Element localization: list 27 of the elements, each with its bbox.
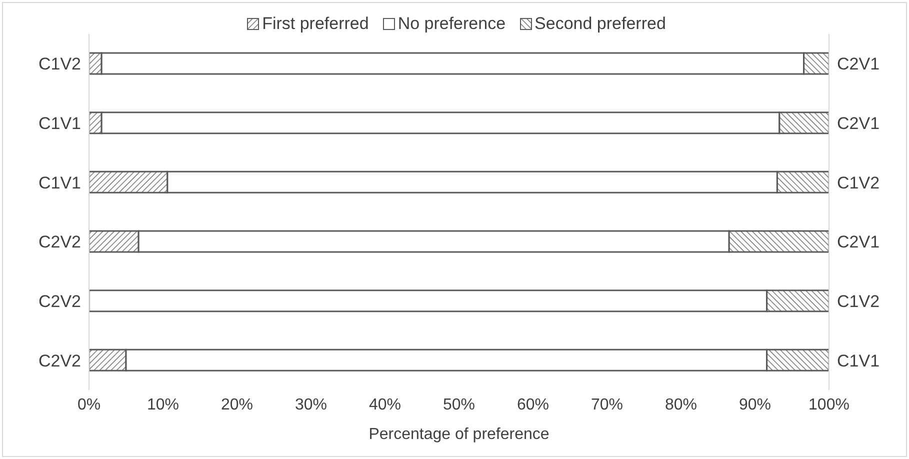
legend-label: Second preferred: [534, 14, 666, 34]
legend-label: No preference: [396, 14, 506, 34]
x-tick-label: 20%: [220, 396, 254, 414]
y-tick-label: C2V2: [38, 292, 81, 312]
y2-tick-label: C1V1: [837, 351, 880, 370]
x-tick-label: 10%: [146, 396, 180, 414]
x-axis-title: Percentage of preference: [368, 426, 550, 443]
y-tick-label: C2V2: [38, 351, 81, 370]
y-tick-label: C1V1: [38, 173, 81, 192]
y2-tick-label: C2V1: [837, 114, 880, 134]
x-tick-label: 100%: [808, 396, 850, 414]
x-tick-label: 90%: [738, 396, 772, 414]
y-tick-label: C1V2: [38, 54, 81, 74]
y2-tick-label: C2V1: [837, 54, 880, 74]
x-tick-label: 70%: [590, 396, 624, 414]
x-tick-label: 60%: [516, 396, 550, 414]
y2-tick-label: C2V1: [837, 232, 880, 252]
x-tick-label: 80%: [664, 396, 698, 414]
x-tick-label: 50%: [442, 396, 476, 414]
y2-tick-label: C1V2: [837, 173, 880, 192]
x-tick-label: 0%: [77, 396, 101, 414]
y2-tick-label: C1V2: [837, 292, 880, 312]
x-tick-label: 40%: [368, 396, 402, 414]
x-tick-label: 30%: [294, 396, 328, 414]
y-tick-label: C2V2: [38, 232, 81, 252]
y-tick-label: C1V1: [38, 114, 81, 134]
legend-label: First preferred: [261, 14, 369, 34]
